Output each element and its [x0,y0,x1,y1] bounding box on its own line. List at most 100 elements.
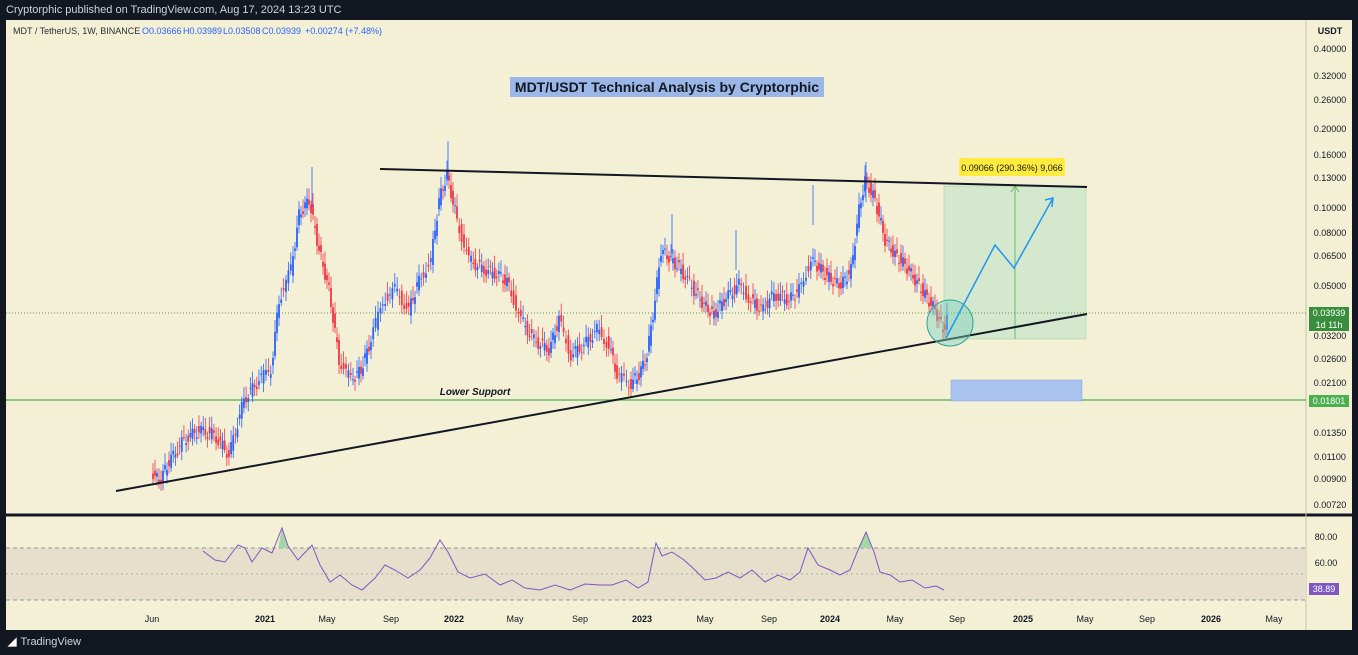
candle-body [336,337,338,343]
candle-body [785,294,788,306]
candle-body [304,202,306,209]
time-label: Sep [572,614,588,624]
candle-body [414,297,416,304]
candle-body [676,268,678,270]
candle-body [368,346,370,352]
candle-body [245,397,247,403]
candle-body [938,317,940,320]
publish-line: Cryptorphic published on TradingView.com… [6,4,342,16]
candle-body [934,306,936,310]
candle-body [545,344,548,352]
candle-body [779,293,782,301]
candle-body [627,387,630,389]
legend-change: +0.00274 (+7.48%) [305,26,382,36]
candle-body [809,261,812,271]
candle-body [508,277,510,283]
candle-body [807,266,810,272]
price-tick-label: 0.02100 [1314,378,1347,388]
candle-body [770,291,773,295]
rsi-current-value: 38.89 [1313,584,1336,594]
candle-body [747,294,750,303]
candle-body [688,277,691,279]
candle-body [630,379,632,389]
candle-body [686,275,689,277]
time-axis[interactable] [6,605,1352,630]
candle-body [334,313,336,328]
candle-body [269,374,272,378]
candle-body [522,317,524,319]
candle-body [427,264,430,267]
candle-body [634,373,636,376]
candle-body [616,365,618,379]
candle-body [936,309,938,321]
candle-body [648,335,650,352]
candle-body [213,430,215,433]
candle-body [440,188,442,206]
candle-body [768,298,771,309]
footer: ◢ TradingView [0,630,1358,655]
candle-body [792,294,794,296]
candle-body [405,302,408,309]
candle-body [512,290,515,305]
candle-body [356,371,358,373]
candle-body [896,249,898,254]
candle-body [600,327,603,338]
candle-body [596,324,598,333]
tradingview-logo-icon[interactable]: ◢ [8,636,17,648]
candle-body [528,335,531,338]
candle-body [285,279,287,293]
price-pane[interactable] [6,20,1306,513]
candle-body [236,429,239,438]
candle-body [487,270,490,275]
candle-body [926,289,928,295]
candle-body [800,282,803,285]
candle-body [745,285,747,300]
candle-body [650,325,652,346]
projection-path[interactable] [945,197,1054,339]
candle-body [458,225,461,234]
candle-body [265,369,267,375]
current-price-tag [1309,307,1349,319]
candle-body [844,276,846,278]
candle-body [587,337,590,348]
candle-body [391,288,394,300]
time-label: Sep [383,614,399,624]
candle-body [170,454,172,468]
candle-body [888,240,890,242]
candle-body [802,281,805,287]
candle-body [193,429,196,433]
rsi-current-tag [1309,583,1339,595]
candle-body [610,349,612,351]
candle-body [814,260,816,262]
rsi-overbought-area [858,532,872,548]
candle-body [422,272,425,278]
candle-body [476,267,479,270]
candle-body [352,379,354,381]
candle-body [870,182,872,196]
candle-body [178,445,181,447]
lower-trendline[interactable] [115,313,1088,492]
rsi-line[interactable] [202,526,945,591]
footer-brand[interactable]: TradingView [20,636,82,648]
demand-zone[interactable] [950,379,1083,402]
candle-body [752,294,754,299]
candle-body [517,311,520,314]
candle-body [474,258,477,271]
candle-body [221,440,224,450]
candle-body [318,245,320,251]
candle-body [262,370,265,384]
breakout-circle[interactable] [926,299,974,347]
candle-body [364,353,366,359]
candle-body [446,170,448,180]
candle-body [900,253,902,264]
candle-body [552,332,554,340]
candle-body [206,436,209,439]
candle-body [454,205,456,207]
candle-body [932,301,934,307]
candle-body [502,280,504,284]
upper-trendline[interactable] [379,168,1088,188]
candle-body [886,239,888,241]
candle-body [684,276,687,280]
price-tick-label: 0.08000 [1314,228,1347,238]
